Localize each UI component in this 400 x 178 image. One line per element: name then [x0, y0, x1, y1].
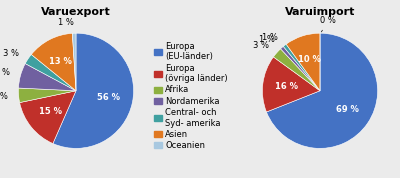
Wedge shape [72, 33, 76, 91]
Wedge shape [53, 33, 134, 148]
Text: 13 %: 13 % [49, 57, 72, 66]
Text: 69 %: 69 % [336, 105, 359, 114]
Wedge shape [283, 44, 320, 91]
Text: 1 %: 1 % [58, 18, 74, 27]
Wedge shape [25, 54, 76, 91]
Text: 3 %: 3 % [253, 41, 269, 50]
Wedge shape [266, 33, 378, 148]
Legend: Europa
(EU-länder), Europa
(övriga länder), Afrika, Nordamerika, Central- och
Sy: Europa (EU-länder), Europa (övriga lände… [154, 42, 228, 150]
Text: 1 %: 1 % [262, 33, 278, 42]
Text: 4 %: 4 % [0, 92, 8, 101]
Wedge shape [280, 46, 320, 91]
Text: 16 %: 16 % [275, 82, 298, 91]
Title: Varuimport: Varuimport [285, 7, 355, 17]
Text: 10 %: 10 % [298, 54, 321, 64]
Title: Varuexport: Varuexport [41, 7, 111, 17]
Wedge shape [18, 88, 76, 103]
Text: 7 %: 7 % [0, 68, 10, 77]
Wedge shape [20, 91, 76, 143]
Wedge shape [262, 57, 320, 112]
Wedge shape [31, 33, 76, 91]
Text: 0 %: 0 % [320, 16, 336, 32]
Text: 15 %: 15 % [38, 107, 62, 116]
Text: 3 %: 3 % [4, 49, 20, 58]
Wedge shape [286, 33, 320, 91]
Text: 1 %: 1 % [259, 35, 275, 44]
Text: 56 %: 56 % [97, 93, 120, 102]
Wedge shape [18, 64, 76, 91]
Wedge shape [274, 49, 320, 91]
